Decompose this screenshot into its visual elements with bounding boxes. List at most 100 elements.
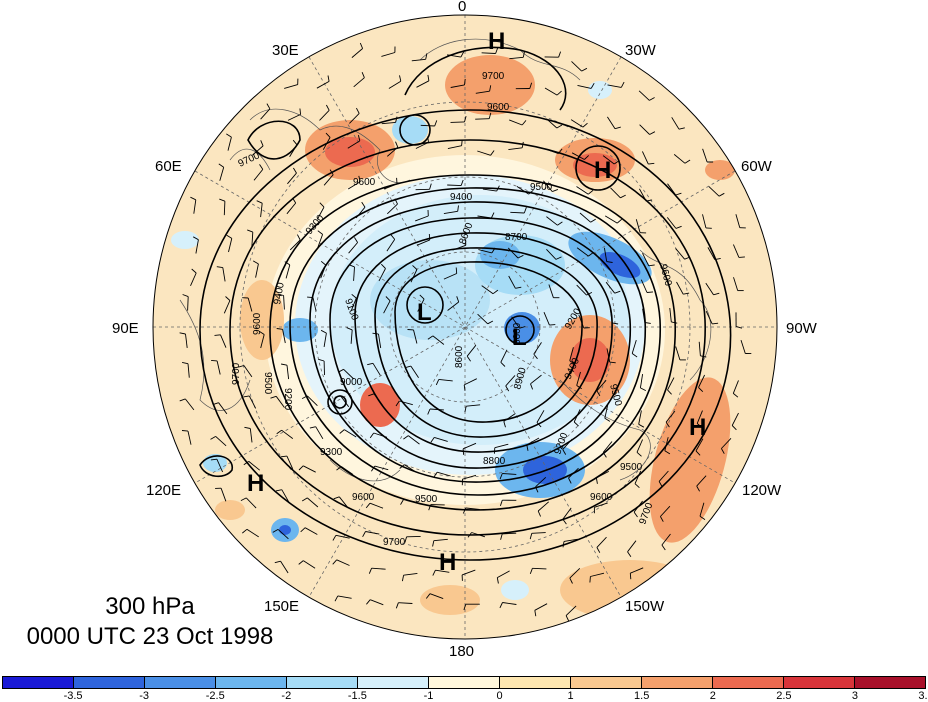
wind-barb-flag <box>606 261 613 263</box>
coastlines <box>179 38 712 482</box>
wind-barb <box>251 232 254 247</box>
wind-barb-flag <box>401 575 405 582</box>
wind-barb-flag <box>627 551 632 558</box>
wind-barb-flag <box>562 449 567 455</box>
wind-barb-flag <box>399 75 402 82</box>
wind-barb <box>516 186 529 195</box>
wind-barb-flag <box>327 75 330 82</box>
wind-barb <box>434 436 448 442</box>
wind-barb <box>316 81 330 89</box>
wind-barb-flag <box>433 471 438 478</box>
wind-barb <box>661 533 671 546</box>
colorbar-tick-label: 3.5 <box>918 690 928 702</box>
wind-barb-flag <box>718 192 725 197</box>
wind-barb <box>417 298 425 312</box>
lon-label-90e: 90E <box>112 320 139 337</box>
wind-barb-flag <box>644 322 651 324</box>
wind-barb-flag <box>658 481 663 487</box>
wind-barb <box>569 347 574 361</box>
wind-barb-flag <box>280 455 287 458</box>
colorbar-tick-label: -3 <box>139 690 150 702</box>
wind-barb <box>383 300 391 314</box>
wind-barb-flag <box>609 361 616 364</box>
wind-barb <box>546 248 557 260</box>
wind-barb <box>508 275 516 289</box>
wind-barb <box>707 247 716 260</box>
wind-barb-flag <box>276 429 282 435</box>
wind-barb <box>252 145 264 156</box>
wind-barb <box>698 341 701 356</box>
colorbar-swatch <box>571 677 642 688</box>
wind-barb <box>702 214 707 229</box>
wind-barb-flag <box>272 529 279 533</box>
wind-barb-flag <box>212 402 219 406</box>
wind-barb-flag <box>499 500 503 507</box>
wind-barb-flag <box>266 103 271 110</box>
wind-barb <box>610 187 621 199</box>
wind-barb-flag <box>648 264 655 267</box>
wind-barb <box>284 84 298 89</box>
wind-barb <box>605 281 616 294</box>
wind-barb-flag <box>351 293 357 299</box>
colorbar-tick-label: -2 <box>281 690 292 702</box>
wind-barb <box>705 311 713 325</box>
contour-label: 9700 <box>383 537 406 548</box>
lon-label-0: 0 <box>458 0 467 15</box>
wind-barb-flag <box>332 535 337 541</box>
wind-barb <box>497 570 510 578</box>
wind-barb <box>545 148 559 155</box>
wind-barb-flag <box>713 292 720 296</box>
wind-barb-flag <box>434 120 438 127</box>
contour-label: 9700 <box>231 362 242 385</box>
wind-barb <box>642 308 646 323</box>
wind-barb-flag <box>432 570 436 576</box>
wind-barb <box>410 269 418 283</box>
wind-barb-flag <box>696 485 700 492</box>
wind-barb-flag <box>500 533 503 540</box>
wind-barb <box>450 84 465 88</box>
wind-barb-flag <box>242 528 248 534</box>
wind-barb <box>283 295 285 310</box>
wind-barb <box>665 410 676 423</box>
wind-barb-flag <box>247 229 253 233</box>
colorbar-tick-label: 2 <box>709 690 716 702</box>
wind-barb-flag <box>216 266 223 269</box>
wind-barb <box>216 459 224 473</box>
wind-barb-flag <box>334 395 341 398</box>
wind-barb <box>676 281 684 295</box>
wind-barb <box>570 119 584 128</box>
lon-label-150e: 150E <box>264 598 300 615</box>
wind-barb-flag <box>699 515 706 520</box>
wind-barb-flag <box>338 368 344 373</box>
lon-label-150w: 150W <box>625 598 665 615</box>
wind-barb <box>636 439 644 453</box>
wind-barb-flag <box>293 167 297 174</box>
wind-barb <box>511 316 520 329</box>
wind-barb-flag <box>361 72 365 78</box>
lon-label-30w: 30W <box>625 42 656 59</box>
wind-barb-flag <box>394 198 398 205</box>
high-center: H <box>439 549 456 576</box>
wind-barb-flag <box>536 422 542 428</box>
wind-barb <box>609 308 613 323</box>
wind-barb-flag <box>320 260 327 266</box>
wind-barb <box>571 152 585 160</box>
wind-barb <box>404 464 417 473</box>
wind-barb-flag <box>368 393 375 397</box>
wind-barb <box>462 474 477 480</box>
wind-barb-flag <box>491 247 496 254</box>
wind-barb <box>246 528 259 538</box>
wind-barb-flag <box>456 296 460 303</box>
wind-barb <box>245 497 257 509</box>
height-contours <box>199 46 732 561</box>
wind-barb-flag <box>590 82 595 89</box>
wind-barb <box>669 307 672 322</box>
wind-barb-flag <box>356 107 360 114</box>
wind-barb-flag <box>620 194 626 199</box>
wind-barb-flag <box>614 290 621 294</box>
colorbar-swatch <box>642 677 713 688</box>
wind-barb-flag <box>646 199 653 202</box>
wind-barb <box>471 532 486 538</box>
wind-barb <box>607 116 616 129</box>
colorbar-swatch <box>500 677 571 688</box>
